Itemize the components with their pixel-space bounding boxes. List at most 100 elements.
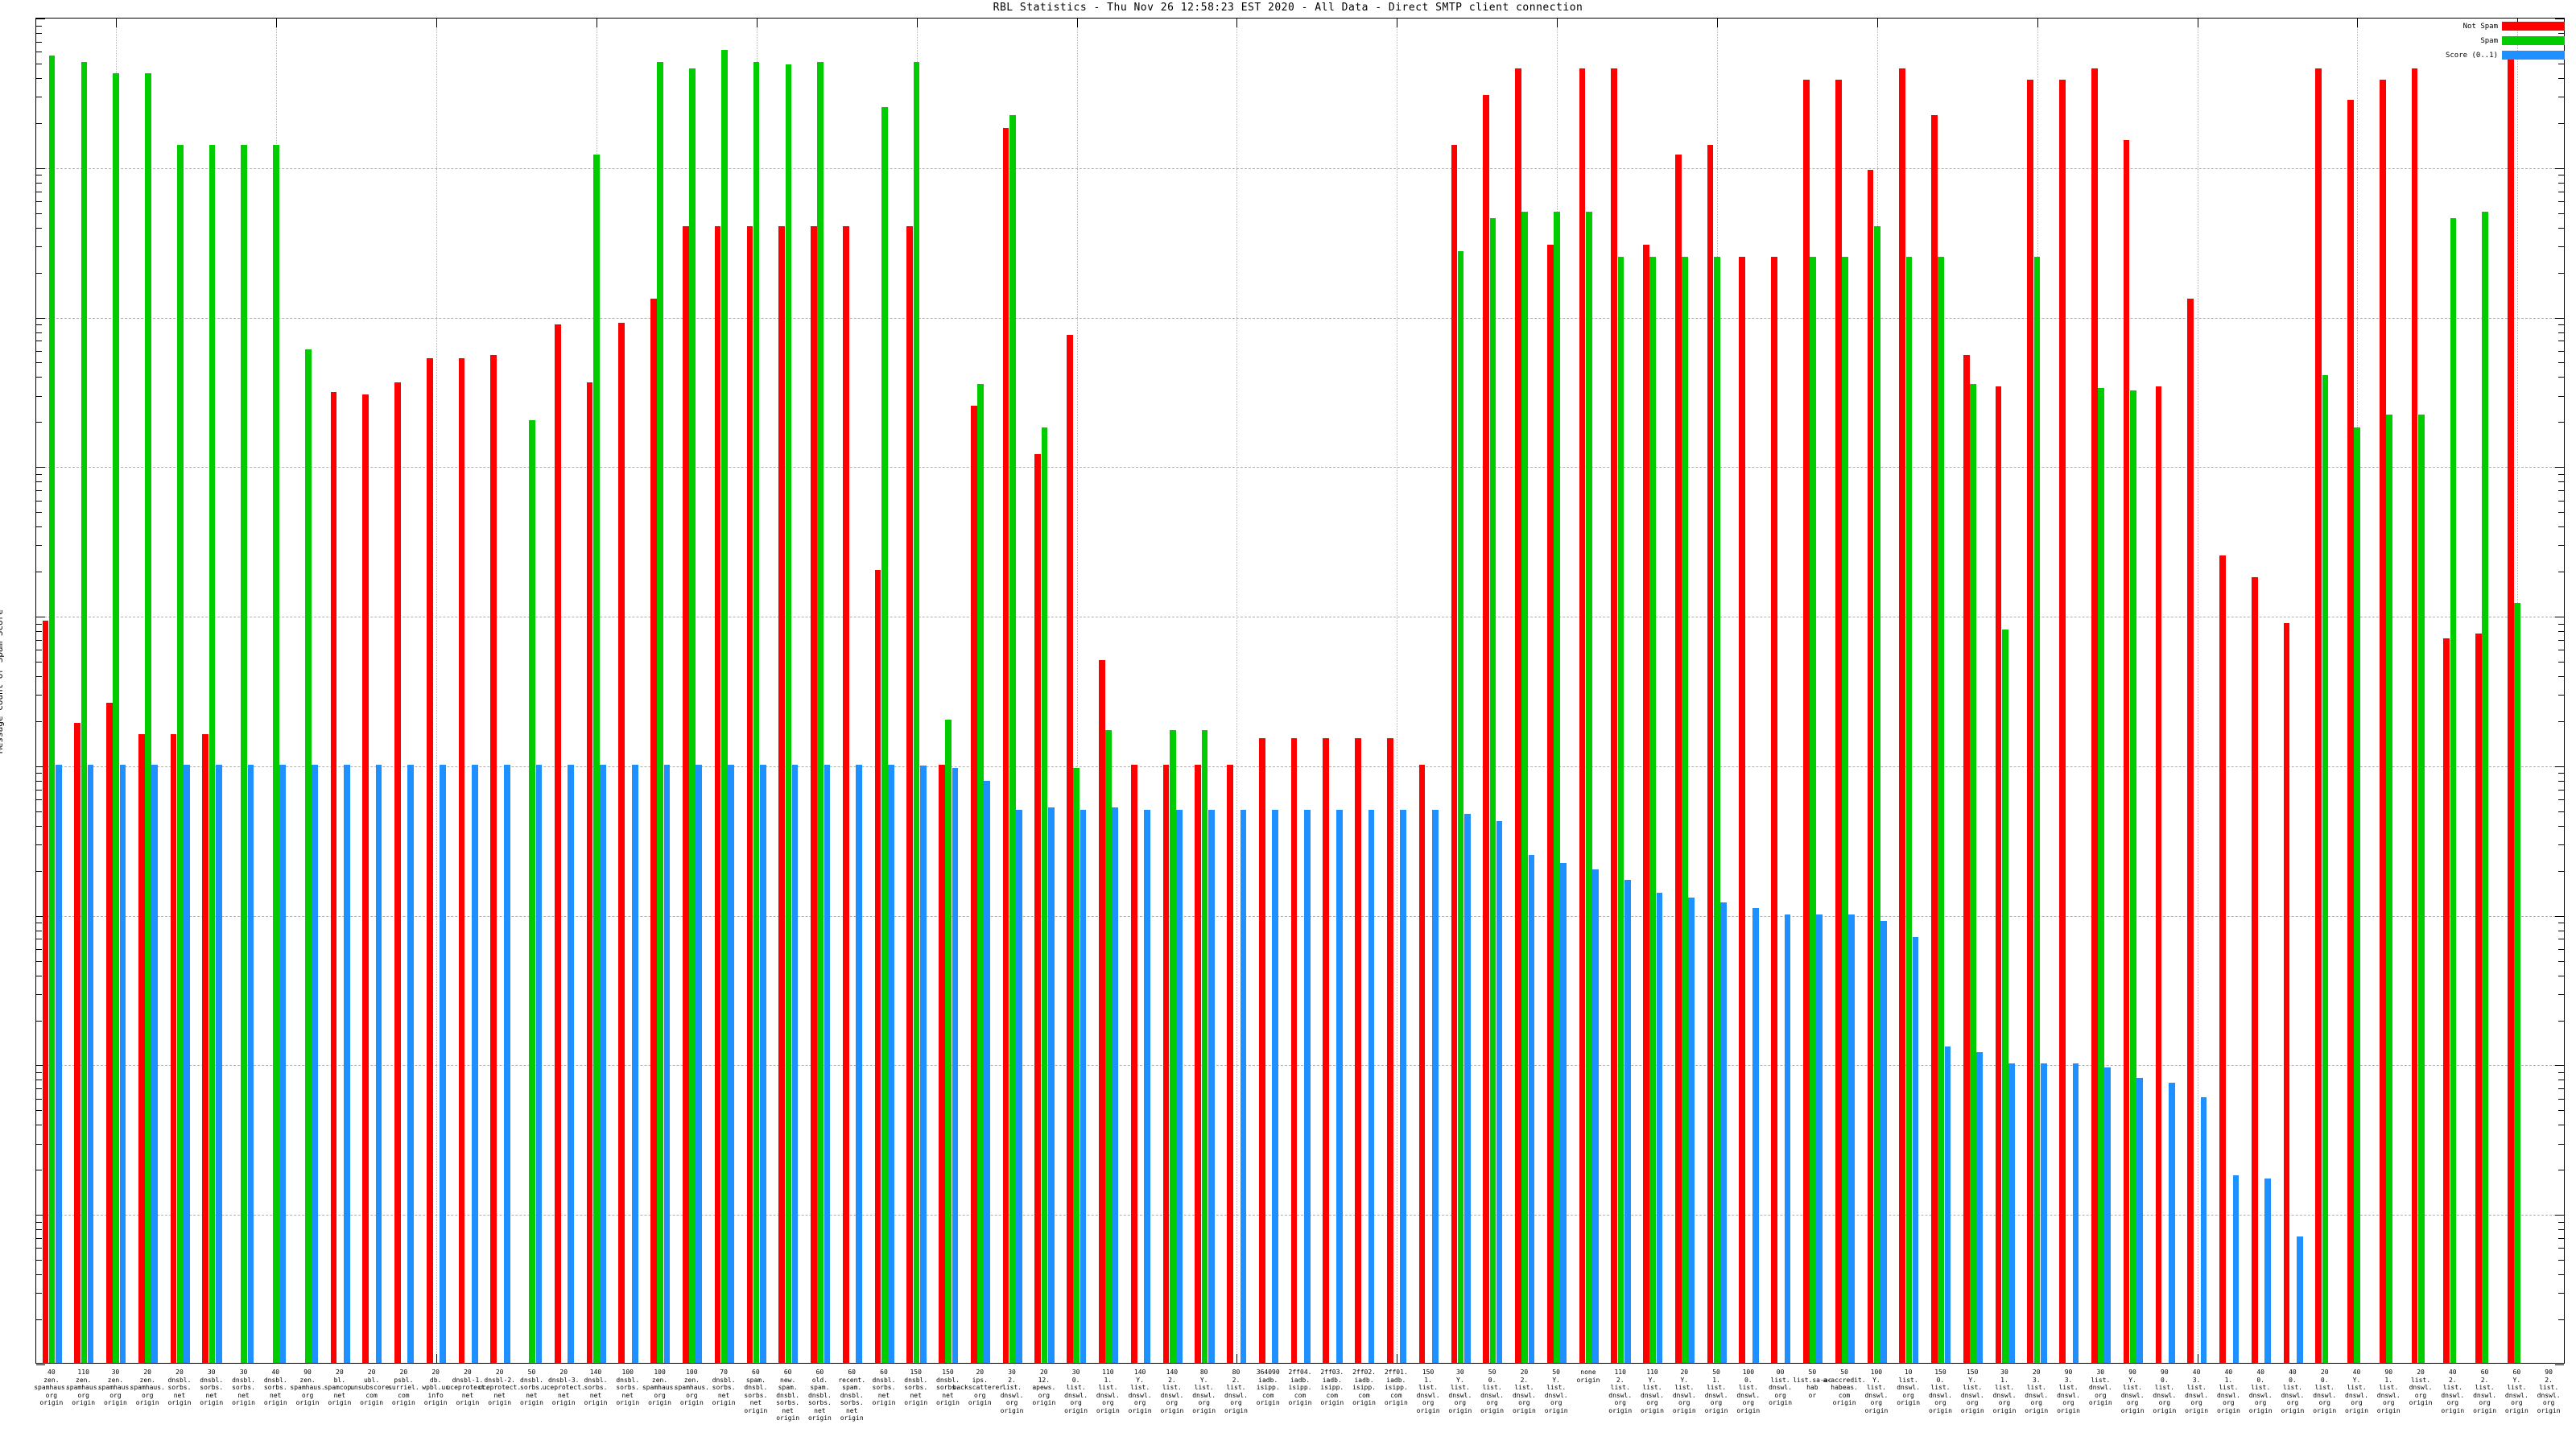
bar-not-spam (906, 225, 914, 1363)
bar-not-spam (1483, 95, 1490, 1363)
bar-score (503, 764, 510, 1363)
x-axis-label-line: dnswl. (2504, 1391, 2529, 1399)
x-axis-label-line: origin (456, 1399, 480, 1406)
y-axis-tick (36, 167, 45, 169)
x-axis-label-line: 30 (2096, 1368, 2105, 1376)
y-axis-minor-tick (36, 844, 42, 846)
x-axis-label: 90 0. list. dnswl. org origin (2153, 1368, 2176, 1414)
bar-score (2040, 1063, 2047, 1363)
bar-not-spam (394, 382, 401, 1363)
bar-not-spam (939, 764, 945, 1363)
y-axis-minor-tick (36, 422, 42, 423)
bar-score (2136, 1078, 2143, 1363)
bar-score (151, 764, 159, 1363)
bar-score (663, 764, 671, 1363)
bar-not-spam (746, 225, 753, 1363)
y-axis-minor-tick (2558, 526, 2564, 528)
x-axis-label-line: 40 (2448, 1368, 2457, 1376)
x-axis-label-line: dnswl. (1160, 1391, 1184, 1399)
bar-score (1976, 1051, 1984, 1363)
bar-spam (1873, 225, 1880, 1363)
y-axis-minor-tick (36, 1274, 42, 1276)
x-axis-label-line: dnsbl. (744, 1384, 768, 1391)
bar-score (215, 764, 222, 1363)
y-axis-minor-tick (36, 1143, 42, 1145)
x-axis-label-line: 100 (1870, 1368, 1883, 1376)
x-axis-label-line: org (1166, 1399, 1179, 1406)
x-axis-label-line: origin (2537, 1406, 2561, 1414)
x-axis-label-line: 2. (2545, 1376, 2553, 1384)
x-axis-label-line: list. (1002, 1384, 1022, 1391)
x-axis-tick (916, 19, 918, 27)
y-axis-minor-tick (2558, 811, 2564, 812)
x-axis-label-line: 20 (464, 1368, 472, 1376)
x-axis-label-line: none (1580, 1368, 1596, 1376)
bar-not-spam (1931, 115, 1938, 1363)
bar-score (1368, 809, 1375, 1363)
y-axis-minor-tick (36, 33, 42, 34)
x-axis-label-line: 150 (942, 1368, 954, 1376)
x-axis-label-line: org (1486, 1399, 1498, 1406)
x-axis-label-line: 1. (1104, 1376, 1113, 1384)
bar-spam (2482, 211, 2489, 1363)
y-axis-minor-tick (2558, 227, 2564, 229)
x-axis-label-line: 0. (2289, 1376, 2297, 1384)
x-axis-label-line: origin (1192, 1406, 1216, 1414)
x-axis-label-line: dnsbl. (840, 1391, 864, 1399)
bar-spam (1617, 256, 1624, 1363)
bar-not-spam (2059, 80, 2066, 1363)
x-axis-label-line: 1. (1712, 1376, 1720, 1384)
x-axis-label-line: dnswl. (2409, 1384, 2433, 1391)
x-axis-label-line: dnswl. (1448, 1391, 1472, 1399)
x-axis-label-line: dnswl. (1544, 1391, 1568, 1399)
x-axis-label-line: 20 (2032, 1368, 2041, 1376)
x-axis-label: 60 spam. dnsbl. sorbs. net origin (744, 1368, 767, 1414)
x-axis-label-line: origin (776, 1414, 800, 1422)
bar-not-spam (1195, 764, 1202, 1363)
bar-spam (2417, 414, 2425, 1363)
bar-spam (2001, 630, 2008, 1363)
x-axis-tick (436, 1354, 438, 1363)
y-axis-minor-tick (36, 1237, 42, 1239)
y-axis-minor-tick (2558, 1274, 2564, 1276)
x-axis-label-line: zen. (139, 1376, 155, 1384)
y-axis-minor-tick (36, 526, 42, 528)
x-axis-label-line: origin (391, 1399, 415, 1406)
y-axis-minor-tick (36, 676, 42, 678)
x-axis-label: 150 dnsbl. sorbs. net origin (904, 1368, 927, 1407)
bar-not-spam (1611, 68, 1618, 1363)
x-axis-label-line: list. (1194, 1384, 1214, 1391)
y-axis-minor-tick (2558, 332, 2564, 333)
x-axis-label-line: list. (2410, 1376, 2431, 1384)
x-axis-label-line: org (2126, 1399, 2139, 1406)
bar-score (1272, 809, 1279, 1363)
x-axis-label-line: list. (1963, 1384, 1983, 1391)
x-axis-label-line: isipp. (1320, 1384, 1344, 1391)
bar-not-spam (1643, 244, 1649, 1363)
x-axis-label-line: dnswl. (1416, 1391, 1440, 1399)
y-axis-minor-tick (36, 362, 42, 364)
x-axis-label-line: spam. (842, 1384, 862, 1391)
x-axis-label-line: 2ff01. (1384, 1368, 1408, 1376)
page-title: RBL Statistics - Thu Nov 26 12:58:23 EST… (993, 2, 1583, 14)
gridline-horizontal (36, 467, 2564, 469)
x-axis-label: 50 list.sa-ac hab or (1793, 1368, 1831, 1399)
y-axis-minor-tick (2558, 825, 2564, 827)
x-axis-label-line: org (1038, 1391, 1051, 1399)
y-axis-minor-tick (36, 789, 42, 791)
x-axis-label-line: origin (1320, 1399, 1344, 1406)
x-axis-label-line: 12. (1038, 1376, 1051, 1384)
y-axis-minor-tick (36, 227, 42, 229)
bar-score (247, 764, 254, 1363)
x-axis-label: 90 2. list. dnswl. org origin (2537, 1368, 2561, 1414)
x-axis-label: 60 old. spam. dnsbl. sorbs. net origin (808, 1368, 832, 1422)
bar-score (1176, 809, 1183, 1363)
x-axis-label-line: list. (2282, 1384, 2302, 1391)
y-axis-minor-tick (36, 695, 42, 696)
bar-score (2104, 1067, 2112, 1363)
bar-score (1208, 809, 1215, 1363)
y-axis-minor-tick (36, 1248, 42, 1249)
y-axis-minor-tick (36, 272, 42, 274)
bar-score (568, 764, 575, 1363)
y-axis-minor-tick (36, 473, 42, 475)
